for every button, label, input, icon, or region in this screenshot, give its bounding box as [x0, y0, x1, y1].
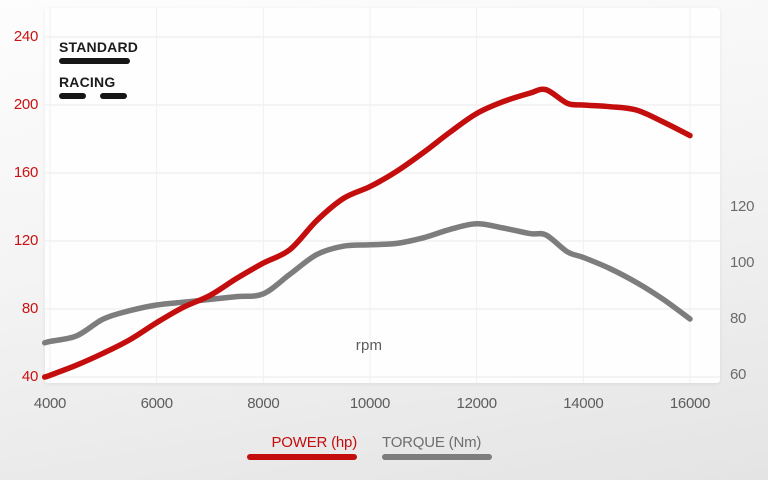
y-right-tick: 120 [730, 198, 755, 215]
y-right-tick: 100 [730, 254, 755, 271]
power-curve [41, 86, 693, 380]
legend-torque-label[interactable]: TORQUE (Nm) [382, 434, 482, 451]
legend-power-label[interactable]: POWER (hp) [271, 434, 357, 451]
power-color-swatch[interactable] [247, 454, 357, 460]
legend-standard-label: STANDARD [59, 39, 139, 55]
y-right-tick: 60 [730, 366, 747, 383]
x-tick: 4000 [33, 395, 67, 412]
x-tick: 10000 [349, 395, 391, 412]
y-left-tick: 80 [21, 300, 38, 317]
x-tick: 16000 [669, 395, 711, 412]
y-left-tick: 40 [21, 368, 38, 385]
x-tick: 14000 [563, 395, 604, 412]
solid-line-sample [59, 58, 130, 64]
legend-item-standard[interactable]: STANDARD [59, 40, 138, 64]
x-tick: 8000 [247, 395, 280, 412]
y-right-tick: 80 [730, 310, 747, 327]
y-left-tick: 160 [13, 164, 38, 181]
x-tick: 12000 [456, 395, 498, 412]
y-left-tick: 240 [13, 28, 38, 45]
legend-item-racing[interactable]: RACING [59, 75, 138, 99]
y-left-tick: 120 [13, 232, 38, 249]
dashed-line-sample [59, 93, 130, 99]
y-left-tick: 200 [13, 96, 38, 113]
mode-legend: STANDARD RACING [59, 40, 138, 110]
legend-racing-label: RACING [59, 74, 116, 90]
x-axis-title: rpm [355, 337, 383, 354]
torque-curve [41, 221, 693, 346]
torque-color-swatch[interactable] [382, 454, 492, 460]
x-tick: 6000 [140, 395, 173, 412]
